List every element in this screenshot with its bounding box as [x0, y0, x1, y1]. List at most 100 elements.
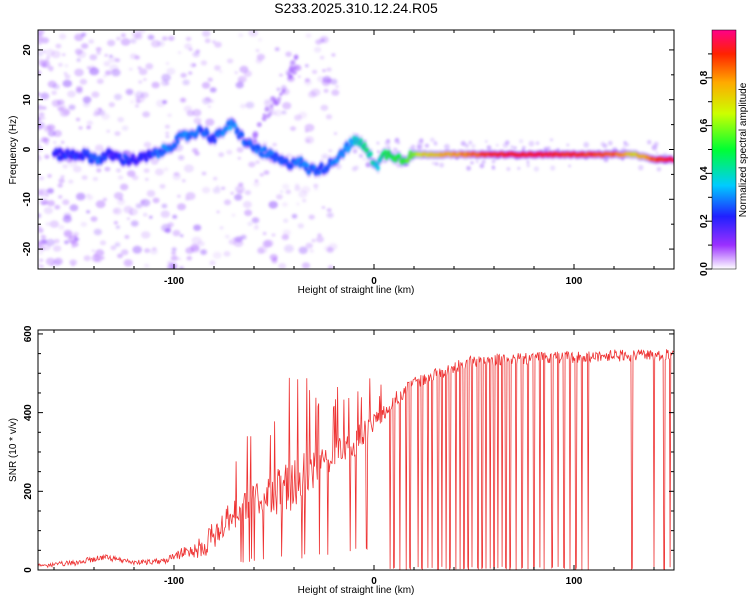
spectrogram-noise-blob: [43, 207, 54, 215]
spectrogram-noise-blob: [283, 218, 289, 223]
snr-y-ticks: 0 200 400 600: [23, 325, 674, 573]
spectrogram-noise-blob: [98, 107, 102, 111]
spectrogram-noise-blob: [239, 65, 249, 73]
spectrogram-noise-blob: [623, 141, 627, 145]
spectrogram-noise-blob: [258, 38, 262, 42]
spectrogram-noise-blob: [147, 34, 155, 40]
spectrogram-noise-blob: [325, 114, 333, 120]
spectrogram-x-label: Height of straight line (km): [298, 285, 415, 296]
spectrogram-noise-blob: [464, 143, 469, 148]
spectrogram-noise-blob: [72, 231, 79, 237]
spectrogram-noise-blob: [42, 50, 46, 53]
spectrogram-noise-blob: [218, 152, 225, 158]
spectrogram-noise-blob: [646, 139, 652, 145]
spectrogram-noise-blob: [105, 70, 112, 76]
spectrogram-noise-blob: [226, 58, 234, 64]
spectrogram-noise-blob: [234, 71, 238, 74]
spectrogram-noise-blob: [269, 104, 274, 108]
spectrogram-noise-blob: [110, 245, 117, 251]
spectrogram-noise-blob: [296, 202, 300, 206]
spectrogram-noise-blob: [212, 40, 216, 44]
spectrogram-noise-blob: [95, 200, 106, 209]
spectrogram-noise-blob: [491, 159, 496, 164]
spectrogram-noise-blob: [255, 58, 263, 64]
spectrogram-noise-blob: [94, 256, 103, 263]
spectrogram-noise-blob: [143, 263, 150, 268]
spectrogram-noise-blob: [333, 132, 338, 135]
spectrogram-noise-blob: [46, 188, 54, 194]
spectrogram-noise-blob: [57, 183, 63, 188]
snr-y-tick-label: 400: [23, 404, 34, 421]
spectrogram-noise-blob: [41, 239, 48, 245]
spectrogram-noise-blob: [510, 145, 514, 149]
colorbar-tick-label: 0.2: [699, 214, 710, 228]
spectrogram-noise-blob: [59, 108, 70, 117]
spectrogram-noise-blob: [188, 71, 193, 75]
spectrogram-noise-blob: [113, 208, 119, 214]
spectrogram-x-tick-label: -100: [164, 276, 184, 287]
spectrogram-noise-blob: [42, 106, 47, 110]
spectrogram-noise-blob: [93, 228, 102, 236]
snr-y-tick-label: 600: [23, 325, 34, 342]
spectrogram-noise-blob: [146, 190, 156, 197]
spectrogram-noise-blob: [263, 239, 274, 248]
spectrogram-noise-blob: [125, 88, 134, 96]
spectrogram-noise-blob: [255, 160, 260, 165]
spectrogram-noise-blob: [86, 66, 91, 70]
spectrogram-noise-blob: [226, 149, 233, 155]
spectrogram-noise-blob: [293, 64, 300, 71]
spectrogram-noise-blob: [38, 31, 42, 35]
spectrogram-noise-blob: [47, 124, 56, 131]
spectrogram-noise-blob: [45, 156, 49, 159]
spectrogram-noise-blob: [352, 148, 358, 154]
spectrogram-noise-blob: [304, 129, 309, 133]
spectrogram-noise-blob: [116, 36, 121, 41]
spectrogram-noise-blob: [393, 147, 398, 153]
spectrogram-noise-blob: [89, 54, 98, 61]
spectrogram-noise-blob: [502, 142, 509, 149]
spectrogram-noise-blob: [486, 145, 492, 150]
spectrogram-noise-blob: [253, 181, 260, 187]
spectrogram-noise-blob: [40, 116, 46, 121]
spectrogram-noise-blob: [144, 248, 151, 254]
spectrogram-noise-blob: [244, 190, 252, 196]
spectrogram-noise-blob: [248, 161, 256, 168]
spectrogram-noise-blob: [430, 137, 435, 143]
spectrogram-noise-blob: [83, 255, 91, 262]
spectrogram-noise-blob: [103, 74, 107, 78]
spectrogram-noise-blob: [58, 224, 65, 230]
spectrogram-noise-blob: [291, 214, 298, 219]
spectrogram-noise-blob: [182, 79, 190, 86]
spectrogram-noise-blob: [108, 102, 116, 108]
spectrogram-x-ticks: -100 0 100: [53, 30, 655, 287]
spectrogram-y-ticks: -20 -10 0 10 20: [22, 44, 674, 256]
colorbar: 0.0 0.2 0.4 0.6 0.8 Normalized spectral ampl…: [699, 29, 749, 276]
spectrogram-noise-blob: [96, 51, 101, 55]
spectrogram-noise-blob: [200, 249, 208, 255]
spectrogram-noise-blob: [280, 190, 284, 193]
spectrogram-noise-blob: [228, 239, 236, 245]
spectrogram-noise-blob: [166, 67, 176, 75]
spectrogram-noise-blob: [109, 64, 119, 72]
spectrogram-noise-blob: [376, 141, 380, 145]
spectrogram-noise-blob: [259, 173, 264, 177]
spectrogram-noise-blob: [526, 163, 530, 168]
spectrogram-noise-blob: [117, 198, 126, 206]
spectrogram-noise-blob: [186, 110, 195, 117]
spectrogram-noise-blob: [60, 175, 65, 179]
spectrogram-noise-blob: [134, 104, 140, 108]
spectrogram-noise-blob: [313, 183, 319, 188]
colorbar-tick-label: 0.6: [699, 118, 710, 132]
spectrogram-ridge-mark: [240, 132, 245, 138]
spectrogram-noise-blob: [600, 141, 606, 147]
spectrogram-noise-blob: [623, 144, 627, 148]
spectrogram-noise-blob: [394, 138, 400, 144]
spectrogram-noise-blob: [207, 105, 211, 108]
spectrogram-noise-blob: [331, 53, 336, 57]
spectrogram-noise-blob: [62, 79, 73, 88]
spectrogram-noise-blob: [116, 168, 121, 173]
spectrogram-noise-blob: [235, 185, 245, 194]
spectrogram-y-tick-label: 10: [22, 94, 33, 106]
spectrogram-noise-blob: [197, 240, 205, 247]
spectrogram-noise-blob: [86, 210, 91, 214]
